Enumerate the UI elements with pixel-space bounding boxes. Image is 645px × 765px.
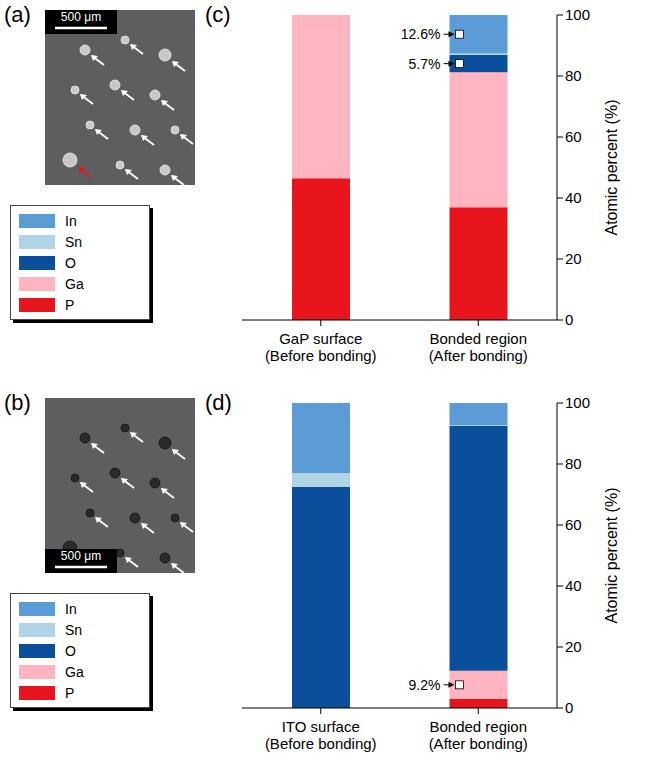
svg-text:500 μm: 500 μm — [61, 10, 101, 24]
html-text:(b): (b) — [4, 390, 31, 415]
html-text:Sn: Sn — [65, 233, 83, 250]
svg-text:20: 20 — [565, 638, 582, 655]
svg-text:9.2%: 9.2% — [409, 677, 441, 693]
svg-text:12.6%: 12.6% — [401, 26, 441, 42]
svg-text:ITO surface(Before bonding): ITO surface(Before bonding) — [265, 718, 377, 752]
svg-text:0: 0 — [565, 699, 573, 716]
html-text:In: In — [65, 600, 77, 617]
svg-text:500 μm: 500 μm — [61, 549, 101, 563]
html-text:P: P — [65, 296, 75, 313]
svg-text:100: 100 — [565, 394, 590, 411]
svg-text:Atomic percent (%): Atomic percent (%) — [603, 487, 620, 623]
html-text:Ga: Ga — [65, 275, 84, 292]
html-text:(d): (d) — [205, 390, 232, 415]
svg-text:20: 20 — [565, 250, 582, 267]
svg-text:GaP surface(Before bonding): GaP surface(Before bonding) — [265, 330, 377, 364]
html-text:O: O — [65, 642, 76, 659]
svg-text:80: 80 — [565, 455, 582, 472]
svg-text:60: 60 — [565, 128, 582, 145]
html-text:Ga: Ga — [65, 663, 84, 680]
svg-text:Bonded region(After bonding): Bonded region(After bonding) — [429, 330, 528, 364]
svg-text:5.7%: 5.7% — [409, 56, 441, 72]
svg-text:40: 40 — [565, 189, 582, 206]
svg-text:Atomic percent (%): Atomic percent (%) — [603, 99, 620, 235]
html-text:(c): (c) — [205, 2, 231, 27]
svg-text:80: 80 — [565, 67, 582, 84]
html-text:O: O — [65, 254, 76, 271]
html-text:(a): (a) — [4, 2, 31, 27]
svg-text:Bonded region(After bonding): Bonded region(After bonding) — [429, 718, 528, 752]
svg-text:60: 60 — [565, 516, 582, 533]
svg-text:100: 100 — [565, 6, 590, 23]
html-text:Sn: Sn — [65, 621, 83, 638]
svg-text:0: 0 — [565, 311, 573, 328]
html-text:P: P — [65, 684, 75, 701]
html-text:In: In — [65, 212, 77, 229]
svg-text:40: 40 — [565, 577, 582, 594]
